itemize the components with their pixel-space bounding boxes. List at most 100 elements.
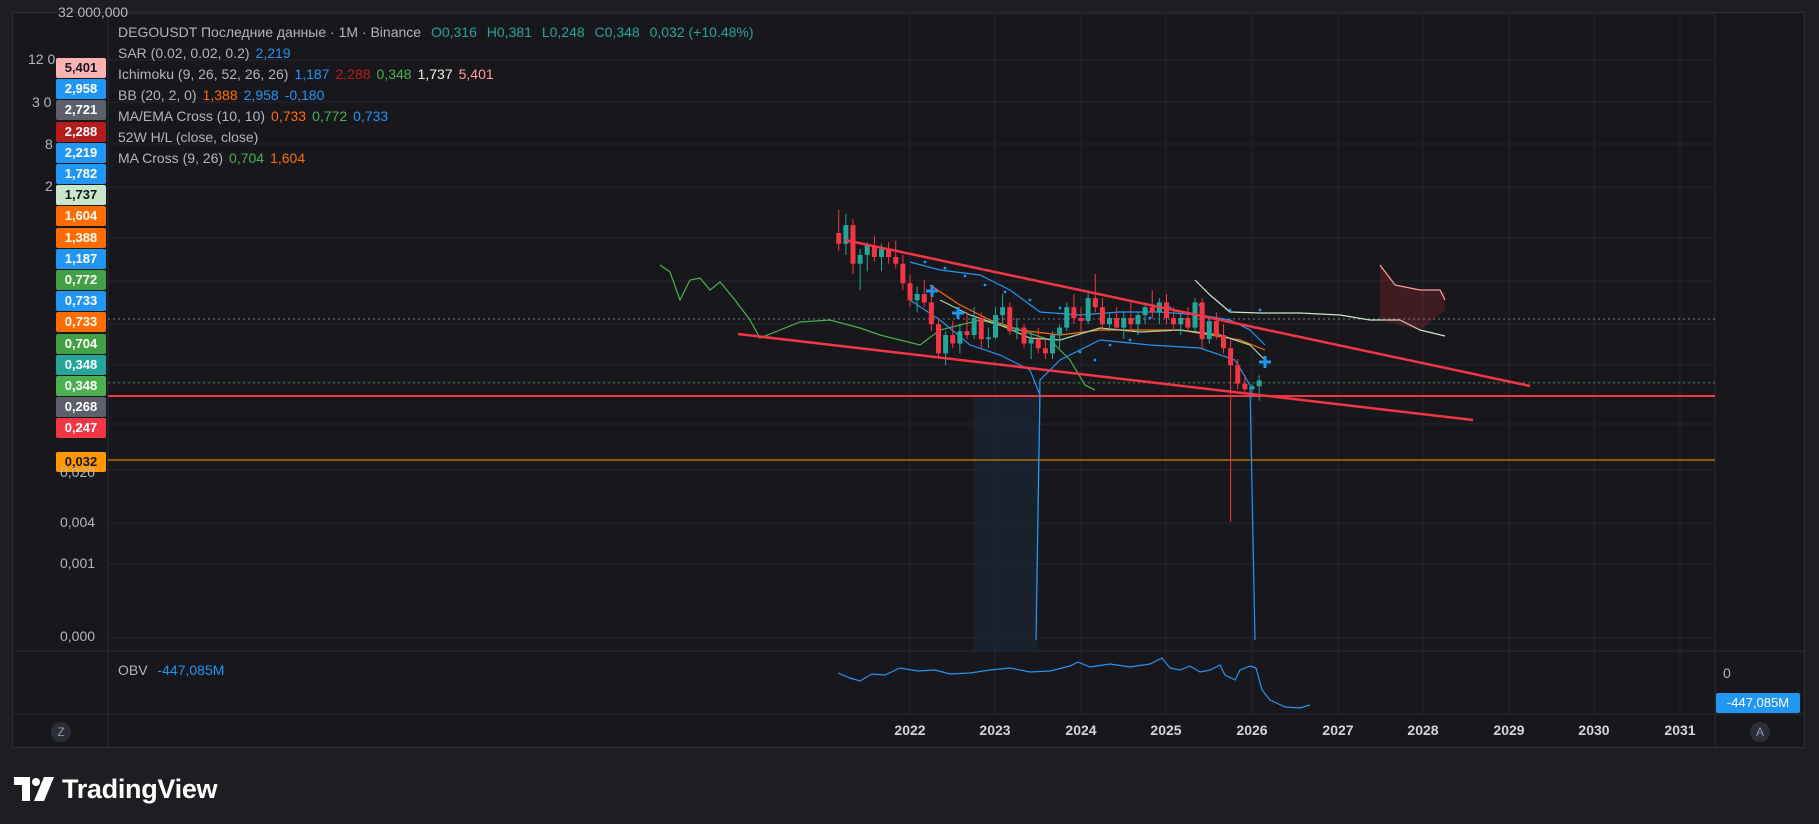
indicator-value: 0,772 [312,108,348,124]
sar-dot [923,260,927,264]
price-badge: 1,737 [56,185,106,206]
candle-body [1092,298,1098,308]
y-label-12: 12 0 [28,51,56,67]
tradingview-logo-icon [14,777,54,801]
candle-body [836,232,842,244]
obv-line [837,657,1311,709]
candle-body [993,315,998,338]
x-tick-label: 2026 [1236,722,1268,738]
sar-dot [1058,306,1062,310]
candle-body [985,337,991,340]
price-badge: 0,348 [56,376,106,396]
indicator-value: 0,733 [353,108,389,124]
candle-body [1228,348,1234,366]
sar-dot [1108,343,1112,347]
price-badge: 0,733 [56,291,106,312]
ma-cross-fast [939,299,1266,361]
obv-legend[interactable]: OBV -447,085M [118,662,224,678]
sar-dot [943,266,947,270]
ohlc-open: O0,316 [430,24,477,40]
indicator-value: 1,388 [202,87,238,103]
y-label-top: 32 000,000 [58,4,129,20]
sar-dot [1028,298,1032,302]
candle-body [1178,318,1184,325]
obv-pane [837,657,1311,709]
candle-body [914,293,920,301]
trendlines[interactable] [737,238,1531,422]
candle-body [978,318,984,340]
candle-body [1099,307,1105,325]
candle-body [1242,383,1248,390]
candle-body [893,257,899,264]
candle-body [1221,335,1226,349]
obv-price-badge: -447,085M [1716,693,1800,713]
y-label-8: 8 [45,136,53,152]
zoom-reset-button[interactable]: Z [51,722,71,742]
candle-body [857,254,863,264]
legend-indicator-row[interactable]: MA Cross (9, 26) 0,704 1,604 [118,148,760,169]
legend-indicator-row[interactable]: Ichimoku (9, 26, 52, 26, 26) 1,187 2,288 0,… [118,64,760,85]
candles [836,209,1262,522]
candle-body [907,283,913,301]
candle-body [1050,335,1055,354]
tradingview-logo[interactable]: TradingView [14,772,218,806]
sar-dot [1128,338,1132,342]
legend-header[interactable]: DEGOUSDT Последние данные · 1M · Binance… [118,22,760,43]
candle-body [1064,307,1070,328]
legend-indicator-row[interactable]: MA/EMA Cross (10, 10) 0,733 0,772 0,733 [118,106,760,127]
candle-body [957,331,963,344]
candle-body [921,293,927,303]
price-badge: 2,721 [56,100,106,121]
candle-body [950,335,956,344]
sar-dot [1258,308,1262,312]
sar-dot [1078,350,1082,354]
legend-indicator-row[interactable]: 52W H/L (close, close) [118,127,760,148]
sar-dot [1148,316,1152,320]
candle-body [1206,321,1212,340]
legend-indicator-row[interactable]: SAR (0.02, 0.02, 0.2) 2,219 [118,43,760,64]
candle-body [1014,327,1020,332]
candle-body [871,245,877,258]
candle-body [886,249,892,258]
indicator-value: 2,288 [335,66,371,82]
indicator-name: Ichimoku (9, 26, 52, 26, 26) [118,66,289,82]
indicator-name: 52W H/L (close, close) [118,129,259,145]
indicator-value: 2,958 [243,87,279,103]
price-badge: 1,187 [56,248,106,269]
x-tick-label: 2030 [1578,722,1610,738]
trendline [737,332,1474,422]
sar-cross-marker [952,307,964,319]
indicator-value: 5,401 [458,66,494,82]
indicator-overlays [108,260,1715,641]
candle-body [943,335,949,354]
indicator-value: 2,219 [255,45,291,61]
ichimoku-lagging-span [659,264,1096,391]
candle-body [928,302,934,325]
y-label-2: 2 [45,178,53,194]
x-tick-label: 2022 [894,722,926,738]
price-badge: 0,032 [56,452,106,472]
brand-name: TradingView [62,773,218,804]
price-badge: 0,348 [56,354,106,375]
sar-cross-marker [926,285,938,297]
candle-body [843,225,849,244]
candle-body [1078,318,1084,322]
obv-value: -447,085M [157,662,225,678]
legend: DEGOUSDT Последние данные · 1M · Binance… [118,22,760,169]
candle-body [900,263,906,284]
ohlc-high: H0,381 [486,24,532,40]
candle-body [1128,318,1134,325]
candle-body [936,324,941,354]
sar-dot [1093,358,1097,362]
auto-scale-button[interactable]: A [1750,722,1770,742]
symbol-title[interactable]: DEGOUSDT Последние данные · 1M · Binance [118,24,422,40]
x-tick-label: 2024 [1065,722,1097,738]
candle-body [1142,307,1148,316]
legend-indicator-row[interactable]: BB (20, 2, 0) 1,388 2,958 -0,180 [118,85,760,106]
sar-cross-marker [1259,356,1271,368]
candle-body [1249,386,1255,390]
price-badge: 1,388 [56,227,106,248]
indicator-value: 0,704 [229,150,265,166]
x-tick-label: 2028 [1407,722,1439,738]
